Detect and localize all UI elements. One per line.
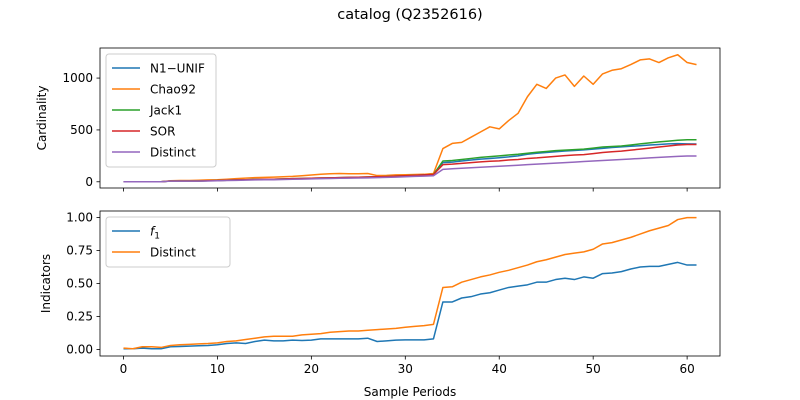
series-line-0-4 bbox=[123, 155, 697, 183]
legend-label: Distinct bbox=[150, 146, 196, 160]
indicators-panel: 0 10 20 30 40 50 60 0.00 0.25 0.50 0.75 1.00 Indicat… bbox=[39, 211, 721, 399]
legend: N1−UNIF Chao92 Jack1 SOR Distinct bbox=[105, 53, 217, 168]
y-axis-label: Indicators bbox=[39, 254, 53, 313]
x-tick-label: 40 bbox=[492, 362, 507, 376]
legend-label: N1−UNIF bbox=[150, 62, 205, 76]
figure-title: catalog (Q2352616) bbox=[337, 7, 482, 23]
legend-label: SOR bbox=[150, 125, 175, 139]
x-tick-label: 10 bbox=[210, 362, 225, 376]
series-line-0-1 bbox=[123, 53, 697, 183]
legend-box bbox=[105, 216, 231, 268]
x-tick-label: 50 bbox=[586, 362, 601, 376]
series-line-1-1 bbox=[123, 216, 697, 350]
legend-label: Chao92 bbox=[150, 83, 196, 97]
legend-label: Jack1 bbox=[149, 104, 182, 118]
y-tick-label: 0.25 bbox=[66, 309, 93, 323]
x-tick-label: 20 bbox=[304, 362, 319, 376]
x-axis-label: Sample Periods bbox=[364, 385, 456, 399]
y-tick-label: 500 bbox=[70, 123, 93, 137]
y-axis-label: Cardinality bbox=[35, 86, 49, 151]
x-tick-label: 30 bbox=[398, 362, 413, 376]
y-tick-label: 1000 bbox=[62, 71, 93, 85]
legend: f1 Distinct bbox=[105, 216, 231, 268]
y-tick-label: 0.00 bbox=[66, 342, 93, 356]
cardinality-panel: 0 500 1000 Cardinality N1−UNIF Chao92 Jack1 SOR… bbox=[35, 47, 721, 192]
plot-frame bbox=[99, 47, 721, 189]
y-tick-label: 1.00 bbox=[66, 211, 93, 225]
x-tick-label: 0 bbox=[120, 362, 128, 376]
y-tick-label: 0 bbox=[85, 175, 93, 189]
legend-label: Distinct bbox=[150, 246, 196, 260]
y-tick-label: 0.75 bbox=[66, 244, 93, 258]
x-tick-label: 60 bbox=[679, 362, 694, 376]
y-tick-label: 0.50 bbox=[66, 277, 93, 291]
legend-box bbox=[105, 53, 217, 168]
series-line-1-0 bbox=[123, 261, 697, 350]
legend-label: f1 bbox=[150, 225, 160, 242]
